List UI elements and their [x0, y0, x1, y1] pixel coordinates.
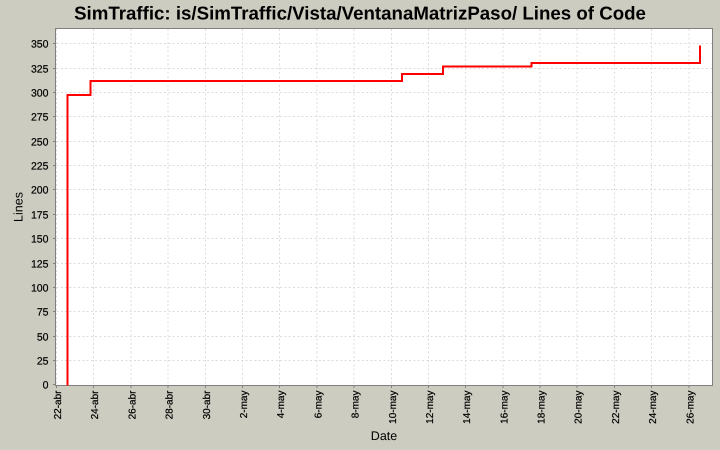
- svg-text:6-may: 6-may: [314, 391, 325, 419]
- svg-text:16-may: 16-may: [500, 391, 511, 424]
- svg-text:26-abr: 26-abr: [128, 390, 139, 420]
- svg-text:200: 200: [31, 185, 49, 197]
- svg-text:225: 225: [31, 161, 49, 173]
- svg-text:Lines: Lines: [12, 192, 26, 222]
- svg-text:0: 0: [43, 380, 49, 392]
- svg-text:28-abr: 28-abr: [165, 390, 176, 420]
- svg-text:325: 325: [31, 64, 49, 76]
- svg-text:SimTraffic: is/SimTraffic/Vist: SimTraffic: is/SimTraffic/Vista/VentanaM…: [74, 3, 646, 24]
- svg-text:24-abr: 24-abr: [90, 390, 101, 420]
- svg-text:12-may: 12-may: [425, 391, 436, 424]
- svg-text:2-may: 2-may: [239, 391, 250, 419]
- svg-text:24-may: 24-may: [648, 391, 659, 424]
- svg-text:100: 100: [31, 283, 49, 295]
- svg-text:26-may: 26-may: [686, 391, 697, 424]
- svg-text:50: 50: [37, 332, 49, 344]
- svg-text:75: 75: [37, 307, 49, 319]
- svg-text:20-may: 20-may: [574, 391, 585, 424]
- svg-text:25: 25: [37, 356, 49, 368]
- svg-text:175: 175: [31, 210, 49, 222]
- svg-text:8-may: 8-may: [351, 391, 362, 419]
- svg-text:22-may: 22-may: [611, 391, 622, 424]
- svg-text:18-may: 18-may: [537, 391, 548, 424]
- svg-text:275: 275: [31, 112, 49, 124]
- svg-text:30-abr: 30-abr: [202, 390, 213, 420]
- svg-text:Date: Date: [371, 429, 397, 443]
- svg-text:22-abr: 22-abr: [53, 390, 64, 420]
- svg-text:10-may: 10-may: [388, 391, 399, 424]
- svg-text:4-may: 4-may: [276, 391, 287, 419]
- svg-text:350: 350: [31, 39, 49, 51]
- svg-text:125: 125: [31, 259, 49, 271]
- svg-text:250: 250: [31, 137, 49, 149]
- svg-text:300: 300: [31, 88, 49, 100]
- svg-text:14-may: 14-may: [462, 391, 473, 424]
- svg-text:150: 150: [31, 234, 49, 246]
